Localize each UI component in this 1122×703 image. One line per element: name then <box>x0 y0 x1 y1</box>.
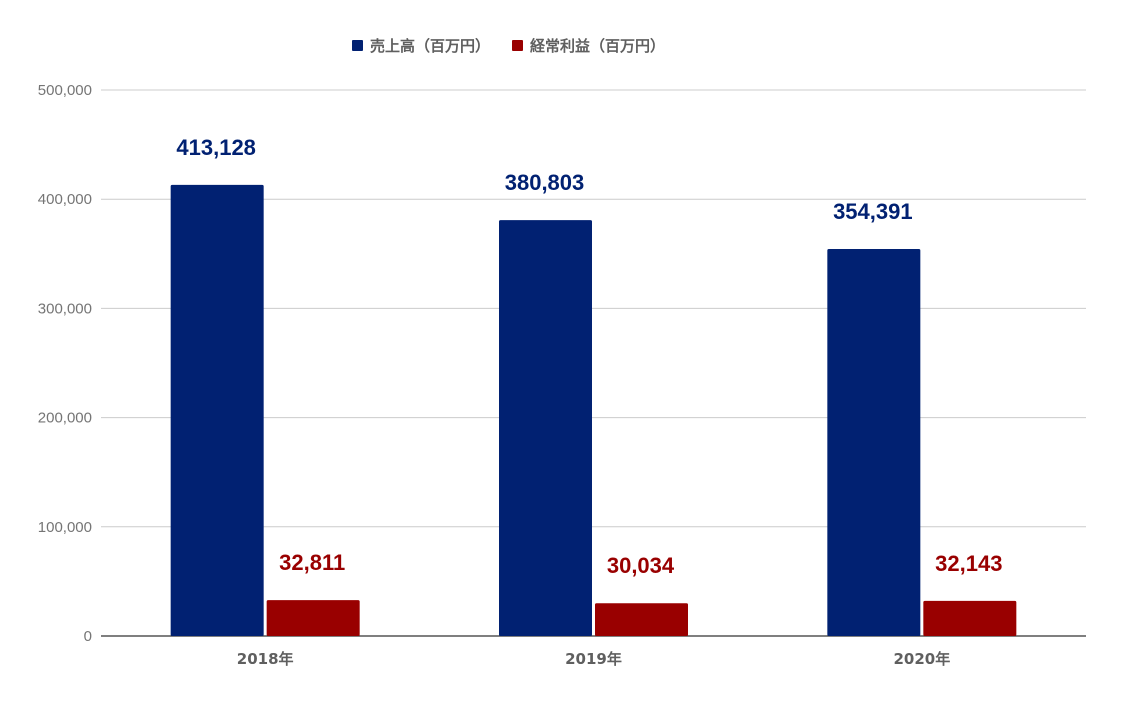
bar-sales <box>170 184 264 636</box>
x-category-label: 2019年 <box>565 650 622 668</box>
legend: 売上高（百万円） 経常利益（百万円） <box>352 37 665 55</box>
data-labels: 413,128 32,811 380,803 30,034 354,391 32,143 <box>176 135 1002 578</box>
x-category-label: 2020年 <box>893 650 950 668</box>
data-label: 30,034 <box>607 553 675 578</box>
x-category-label: 2018年 <box>237 650 294 668</box>
y-tick-label: 500,000 <box>38 82 92 99</box>
y-axis-ticks: 0 100,000 200,000 300,000 400,000 500,000 <box>38 82 92 645</box>
bars <box>170 184 1017 636</box>
bar-ordinary-profit <box>595 603 688 636</box>
bar-ordinary-profit <box>266 600 360 636</box>
data-label: 380,803 <box>505 170 585 195</box>
x-axis-categories: 2018年 2019年 2020年 <box>237 650 950 668</box>
legend-label: 経常利益（百万円） <box>530 37 665 55</box>
legend-swatch <box>512 40 523 51</box>
bar-sales <box>827 249 921 636</box>
y-tick-label: 0 <box>84 628 92 645</box>
data-label: 32,811 <box>279 550 345 575</box>
y-tick-label: 100,000 <box>38 519 92 536</box>
data-label: 354,391 <box>833 199 913 224</box>
y-tick-label: 200,000 <box>38 410 92 427</box>
bar-ordinary-profit <box>923 600 1017 636</box>
data-label: 413,128 <box>176 135 256 160</box>
data-label: 32,143 <box>935 551 1002 576</box>
legend-swatch <box>352 40 363 51</box>
legend-label: 売上高（百万円） <box>370 37 490 55</box>
y-tick-label: 400,000 <box>38 191 92 208</box>
y-tick-label: 300,000 <box>38 300 92 317</box>
bar-sales <box>499 220 592 636</box>
gridlines <box>101 89 1086 637</box>
